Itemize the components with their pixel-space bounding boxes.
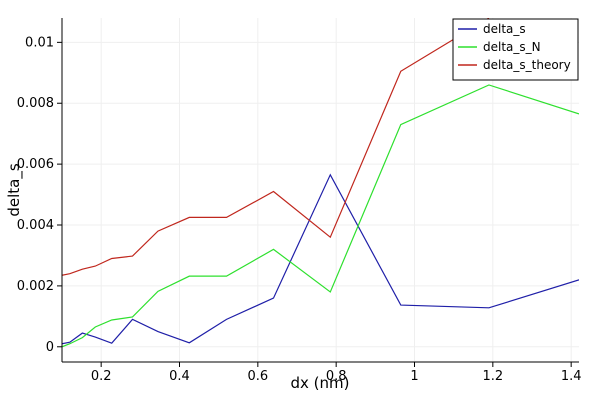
x-tick-label: 1.2 [482, 369, 503, 384]
x-tick-label: 0.2 [91, 369, 112, 384]
legend: delta_s delta_s_N delta_s_theory [452, 18, 579, 81]
series-line-1 [62, 84, 579, 348]
x-axis-ticks: 0.2 0.4 0.6 0.8 1 1.2 1.4 [91, 362, 582, 384]
y-axis-ticks: 0 0.002 0.004 0.006 0.008 0.01 [17, 35, 62, 355]
x-tick-label: 0.8 [326, 369, 347, 384]
legend-label-2: delta_s_theory [483, 58, 571, 72]
y-tick-label: 0.004 [17, 218, 54, 233]
y-tick-label: 0.01 [25, 35, 54, 50]
y-tick-label: 0.006 [17, 157, 54, 172]
y-tick-label: 0.008 [17, 96, 54, 111]
x-axis-label: dx (nm) [291, 374, 350, 392]
grid-lines [62, 18, 579, 362]
series-layer [62, 18, 579, 348]
x-tick-label: 1.4 [561, 369, 582, 384]
legend-label-1: delta_s_N [483, 40, 541, 54]
series-line-2 [62, 18, 490, 276]
y-tick-label: 0 [46, 340, 54, 355]
x-tick-label: 0.6 [247, 369, 268, 384]
y-tick-label: 0.002 [17, 279, 54, 294]
x-tick-label: 1 [410, 369, 418, 384]
x-tick-label: 0.4 [169, 369, 190, 384]
y-axis-label: delta_s [5, 163, 24, 216]
legend-label-0: delta_s [483, 22, 526, 36]
series-line-0 [62, 173, 579, 345]
